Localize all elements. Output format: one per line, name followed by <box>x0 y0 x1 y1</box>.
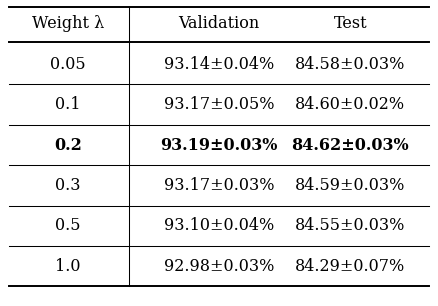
Text: 84.59±0.03%: 84.59±0.03% <box>295 177 406 194</box>
Text: Test: Test <box>334 15 367 32</box>
Text: 93.14±0.04%: 93.14±0.04% <box>164 56 274 73</box>
Text: 84.60±0.02%: 84.60±0.02% <box>295 96 406 113</box>
Text: 0.3: 0.3 <box>55 177 81 194</box>
Text: 84.58±0.03%: 84.58±0.03% <box>295 56 406 73</box>
Text: 0.2: 0.2 <box>54 136 82 154</box>
Text: 84.29±0.07%: 84.29±0.07% <box>295 258 406 275</box>
Text: 84.55±0.03%: 84.55±0.03% <box>295 217 406 234</box>
Text: Validation: Validation <box>178 15 260 32</box>
Text: 0.1: 0.1 <box>55 96 81 113</box>
Text: 93.10±0.04%: 93.10±0.04% <box>164 217 274 234</box>
Text: 93.19±0.03%: 93.19±0.03% <box>160 136 278 154</box>
Text: 1.0: 1.0 <box>55 258 81 275</box>
Text: 93.17±0.05%: 93.17±0.05% <box>164 96 274 113</box>
Text: 92.98±0.03%: 92.98±0.03% <box>164 258 274 275</box>
Text: Weight λ: Weight λ <box>32 15 104 32</box>
Text: 0.5: 0.5 <box>55 217 81 234</box>
Text: 84.62±0.03%: 84.62±0.03% <box>292 136 409 154</box>
Text: 93.17±0.03%: 93.17±0.03% <box>164 177 274 194</box>
Text: 0.05: 0.05 <box>50 56 86 73</box>
